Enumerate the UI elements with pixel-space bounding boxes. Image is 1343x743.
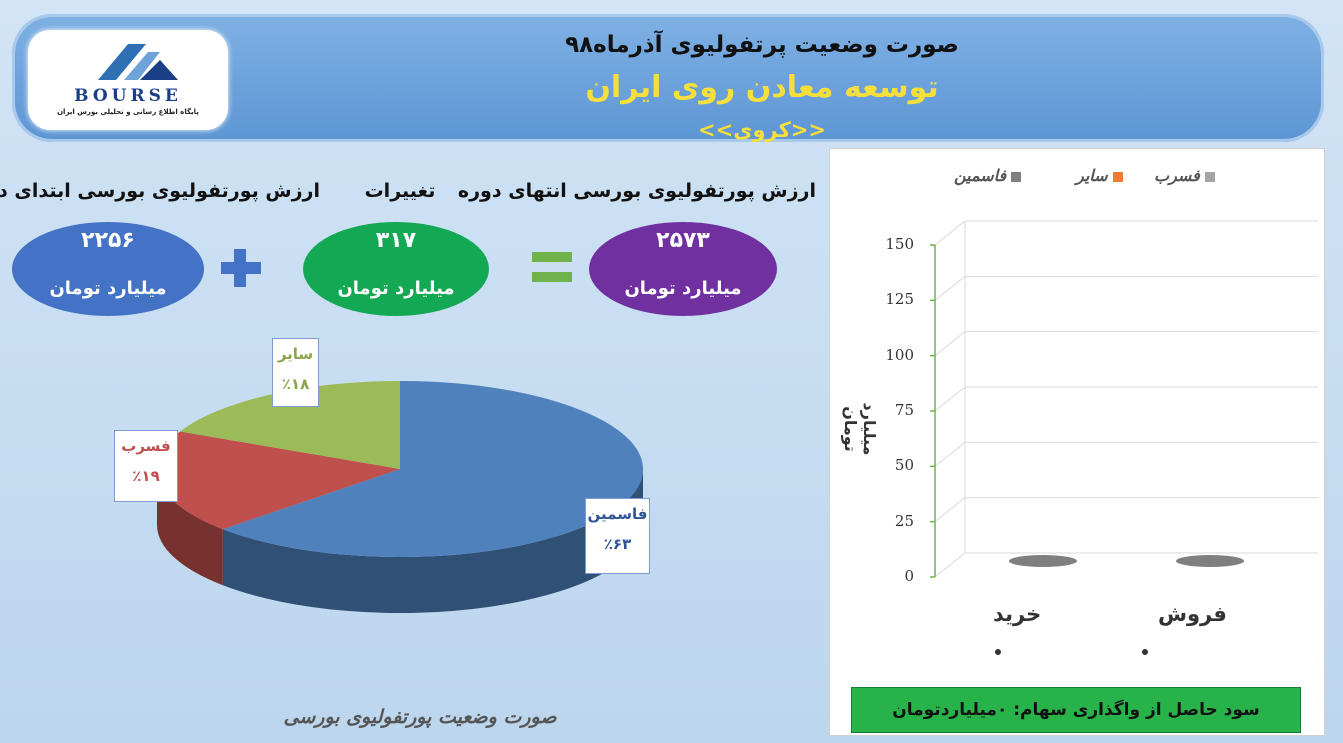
y-tick-label: 75 [894, 401, 914, 419]
logo-emblem-icon [98, 44, 178, 80]
y-tick-label: 0 [904, 567, 914, 585]
logo-text: BOURSE [74, 86, 182, 106]
y-tick-label: 125 [885, 290, 914, 309]
pie-label-fasmin: فاسمین ٪۶۳ [585, 498, 650, 574]
legend-swatch [1112, 171, 1123, 182]
plus-icon-bar [221, 262, 261, 274]
grid-line-depth [934, 552, 966, 578]
bourse-logo: BOURSE پایگاه اطلاع رسانی و تحلیلی بورس … [28, 30, 228, 130]
header-banner: BOURSE پایگاه اطلاع رسانی و تحلیلی بورس … [12, 14, 1324, 142]
pie-slice-side [222, 469, 643, 613]
logo-subtitle: پایگاه اطلاع رسانی و تحلیلی بورس ایران [57, 108, 199, 116]
pie-slice [222, 381, 643, 557]
portfolio-pie-chart [156, 381, 643, 613]
x-category-buy: خرید [993, 602, 1042, 626]
start-value-label: ارزش پورتفولیوی بورسی ابتدای دوره [0, 180, 320, 202]
pie-label-percent: ٪۱۹ [132, 467, 160, 485]
legend-label: فاسمین [954, 166, 1007, 185]
start-value-unit: میلیارد تومان [49, 278, 167, 299]
bar-sell [1176, 555, 1244, 567]
grid-line-depth [934, 220, 966, 246]
grid-line-depth [934, 441, 966, 467]
share-sale-profit-box: سود حاصل از واگذاری سهام: ۰میلیاردتومان [851, 687, 1301, 733]
grid-line-depth [934, 331, 966, 357]
y-tick-label: 50 [894, 456, 914, 475]
company-name: توسعه معادن روی ایران [585, 70, 939, 105]
pie-slice [156, 431, 400, 530]
pie-label-name: فسرب [121, 437, 171, 455]
end-value-ellipse: ۲۵۷۳ میلیارد تومان [589, 222, 777, 316]
grid-line-depth [934, 497, 966, 523]
footer-caption: صورت وضعیت پورتفولیوی بورسی [283, 706, 557, 728]
legend-label: سایر [1076, 166, 1108, 185]
page-title: صورت وضعیت پرتفولیوی آذرماه۹۸ [565, 32, 959, 58]
y-tick-label: 100 [885, 345, 914, 364]
start-value-ellipse: ۲۲۵۶ میلیارد تومان [12, 222, 204, 316]
legend-label: فسرب [1154, 166, 1200, 185]
legend-item-other: سایر [1076, 166, 1123, 185]
y-tick-label: 150 [885, 235, 914, 253]
pie-label-name: سایر [277, 345, 314, 363]
y-tick-label: 25 [894, 511, 914, 530]
buy-value-label [995, 649, 1001, 655]
sell-value-label [1142, 649, 1148, 655]
legend-swatch [1204, 171, 1215, 182]
x-category-sell: فروش [1158, 602, 1227, 626]
pie-slice [180, 381, 400, 469]
end-value-label: ارزش پورتفولیوی بورسی انتهای دوره [457, 180, 816, 202]
pie-label-other: سایر ٪۱۸ [272, 338, 319, 407]
grid-line-depth [934, 386, 966, 412]
change-label: تغییرات [364, 180, 436, 202]
change-value-unit: میلیارد تومان [337, 278, 455, 299]
bar-buy [1009, 555, 1077, 567]
end-value: ۲۵۷۳ [656, 228, 710, 253]
equals-icon-bar [532, 272, 572, 282]
pie-label-fasorb: فسرب ٪۱۹ [114, 430, 178, 502]
start-value: ۲۲۵۶ [81, 228, 135, 253]
legend-item-fasmin: فاسمین [954, 166, 1022, 185]
change-value: ۳۱۷ [375, 228, 417, 253]
pie-slice-side [157, 469, 223, 586]
grid-line-depth [934, 275, 966, 301]
change-value-ellipse: ۳۱۷ میلیارد تومان [303, 222, 489, 316]
end-value-unit: میلیارد تومان [624, 278, 742, 299]
legend-swatch [1011, 171, 1022, 182]
pie-label-percent: ٪۱۸ [281, 375, 310, 393]
legend-item-fasorb: فسرب [1154, 166, 1215, 185]
equals-icon [532, 252, 572, 262]
pie-label-name: فاسمین [587, 505, 648, 523]
company-symbol: <<کروی>> [698, 118, 826, 142]
pie-label-percent: ٪۶۳ [603, 535, 632, 553]
